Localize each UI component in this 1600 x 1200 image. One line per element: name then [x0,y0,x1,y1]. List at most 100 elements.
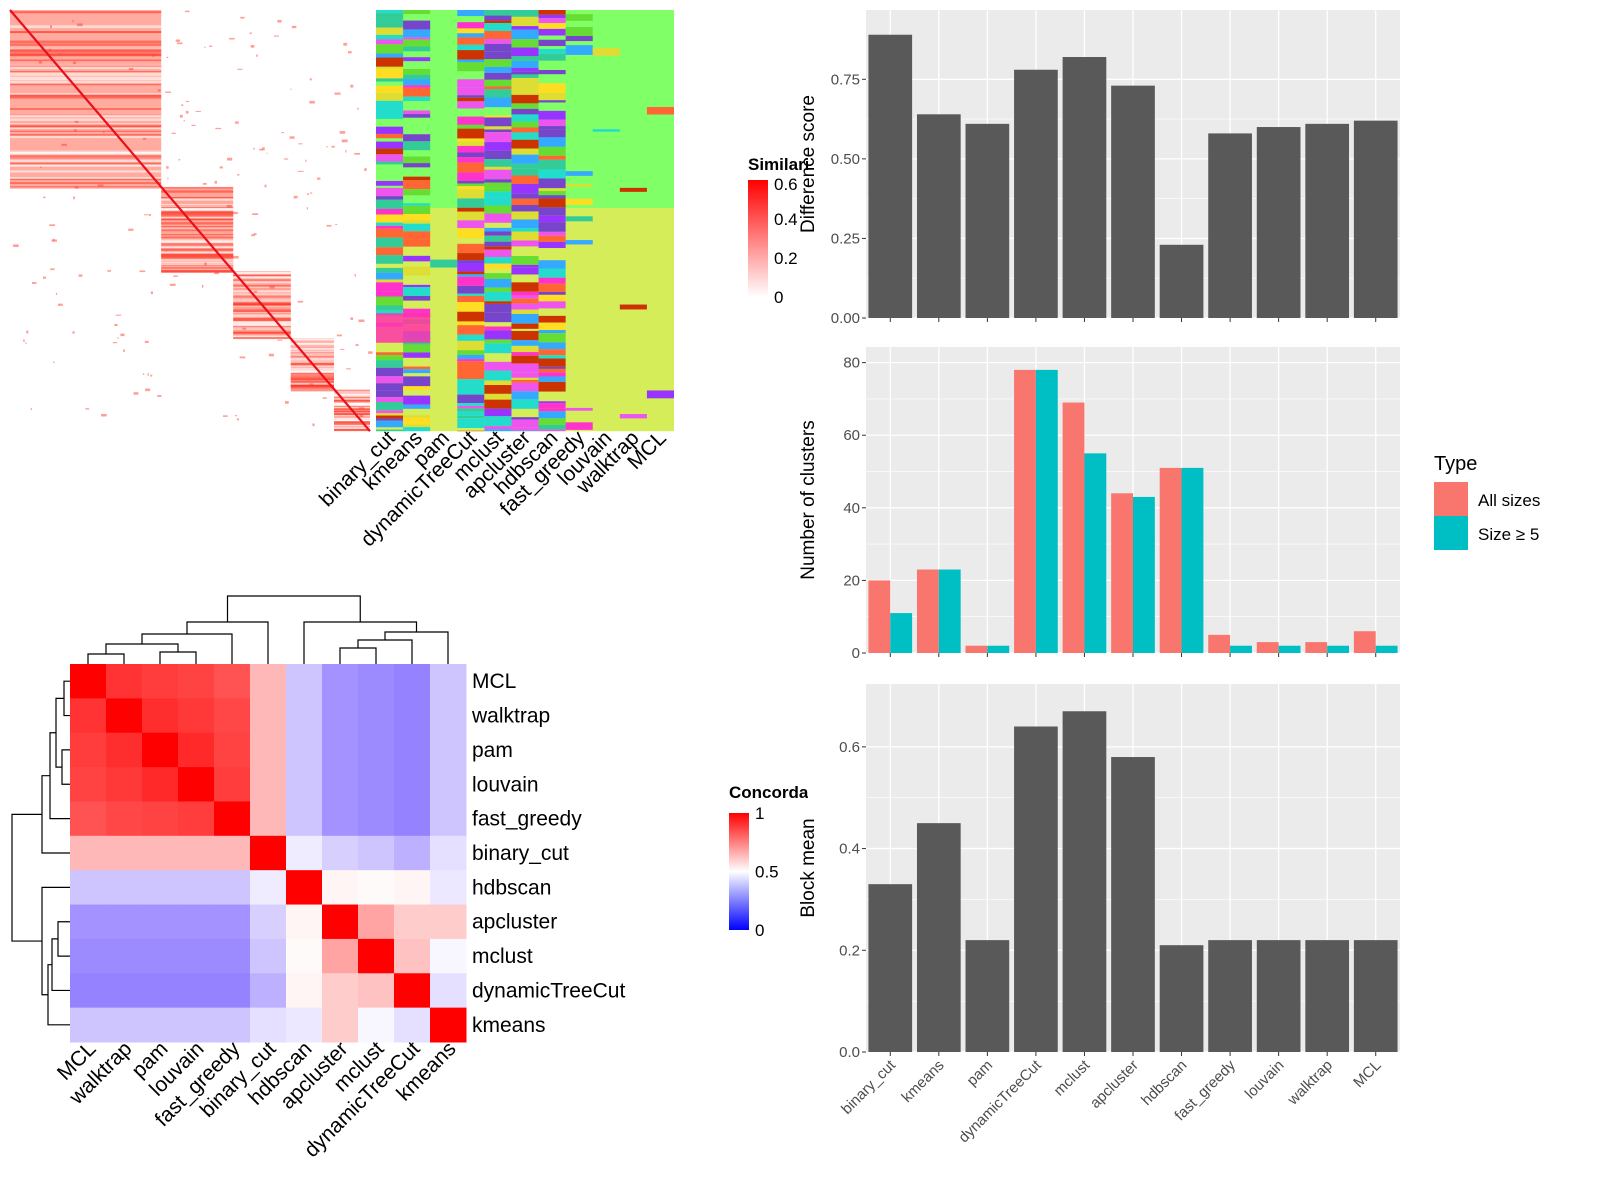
annotation-cell [511,219,539,229]
annotation-cell [511,94,539,104]
annotation-cell [592,47,620,56]
concordance-cell [214,1007,251,1043]
annotation-cell [457,276,485,286]
annotation-cell [376,10,404,14]
concordance-cell [322,835,359,871]
similarity-speck [40,166,42,168]
annotation-cell [376,154,404,162]
annotation-cell [511,313,539,324]
annotation-cell [565,407,593,411]
annotation-cell [376,225,404,229]
similarity-streak [233,313,291,317]
dendrogram-branch [63,680,70,717]
concordance-cell [142,835,179,871]
concordance-cell [394,1007,431,1043]
similarity-streak [161,244,234,247]
annotation-cell [538,408,566,412]
similarity-streak [334,418,370,421]
annotation-cell [538,277,566,284]
annotation-cell [511,60,539,68]
concordance-cell [178,1007,215,1043]
annotation-cell [565,216,593,222]
bar [916,114,961,318]
annotation-cell [511,303,539,310]
similarity-speck [171,132,176,134]
similarity-speck [306,207,308,210]
similarity-streak [334,426,370,430]
similarity-speck [289,136,295,139]
x-tick-label: kmeans [898,1057,947,1106]
similarity-speck [58,53,61,55]
similarity-streak [161,269,234,273]
similarity-streak [10,162,162,165]
similarity-streak [161,258,234,261]
annotation-cell [538,291,566,295]
concordance-cell [142,767,179,802]
similarity-streak [233,331,291,334]
annotation-cell [376,237,404,248]
annotation-cell [511,298,539,304]
bar [987,645,1010,653]
concordance-cell [358,664,395,699]
concordance-column-labels: MCLwalktrappamlouvainfast_greedybinary_c… [53,1037,461,1162]
similarity-streak [290,365,334,367]
dendrogram-branch [47,964,70,1026]
similarity-speck [97,184,104,187]
similarity-speck [144,340,149,343]
annotation-cell [619,187,647,192]
similarity-speck [347,51,352,54]
similarity-speck [293,195,298,199]
similarity-speck [331,145,335,148]
annotation-cell [376,57,404,67]
concordance-cell [358,870,395,906]
annotation-cell [538,155,566,160]
similarity-speck [359,414,364,418]
annotation-cell [376,429,404,432]
similarity-speck [350,317,354,320]
similarity-streak [233,323,291,326]
similarity-streak [334,392,370,396]
similarity-streak [10,83,162,86]
annotation-cell [403,176,431,181]
annotation-cell [403,415,431,418]
annotation-cell [511,228,539,232]
similarity-streak [10,177,162,179]
similarity-speck [107,270,112,272]
annotation-cell [565,184,593,187]
similarity-speck [277,19,282,23]
similarity-streak [334,405,370,408]
row-dendrogram [11,680,70,1026]
annotation-cell [511,154,539,164]
similarity-streak [334,428,370,432]
annotation-cell [376,305,404,311]
concordance-cell [430,732,467,768]
annotation-cell [403,404,431,409]
similarity-streak [161,267,234,270]
concordance-cell [430,938,467,974]
similarity-streak [290,384,334,388]
annotation-cell [565,36,593,42]
annotation-cell [511,399,539,409]
annotation-cell [538,403,566,409]
concordance-cell [214,870,251,906]
similarity-streak [161,191,234,193]
annotation-cell [457,211,485,221]
concordance-row-labels: MCL walktrap pam louvain fast_greedy binary_c… [471,670,625,1037]
annotation-cell [403,85,431,88]
similarity-speck [151,55,155,57]
bar [1111,493,1133,653]
cluster-annotation-heatmap [376,10,674,432]
concordance-cell [214,732,251,768]
y-tick-label: 0.00 [831,310,860,327]
column-dendrogram [87,595,449,664]
annotation-cell [376,208,404,215]
concordance-cell [394,938,431,974]
y-tick-label: 0.25 [831,230,860,247]
annotation-cell [538,48,566,54]
annotation-cell [538,333,566,343]
similarity-speck [250,44,255,48]
annotation-cell [511,391,539,400]
annotation-cell [484,287,512,292]
concordance-cell [286,732,323,768]
annotation-cell [538,119,566,127]
